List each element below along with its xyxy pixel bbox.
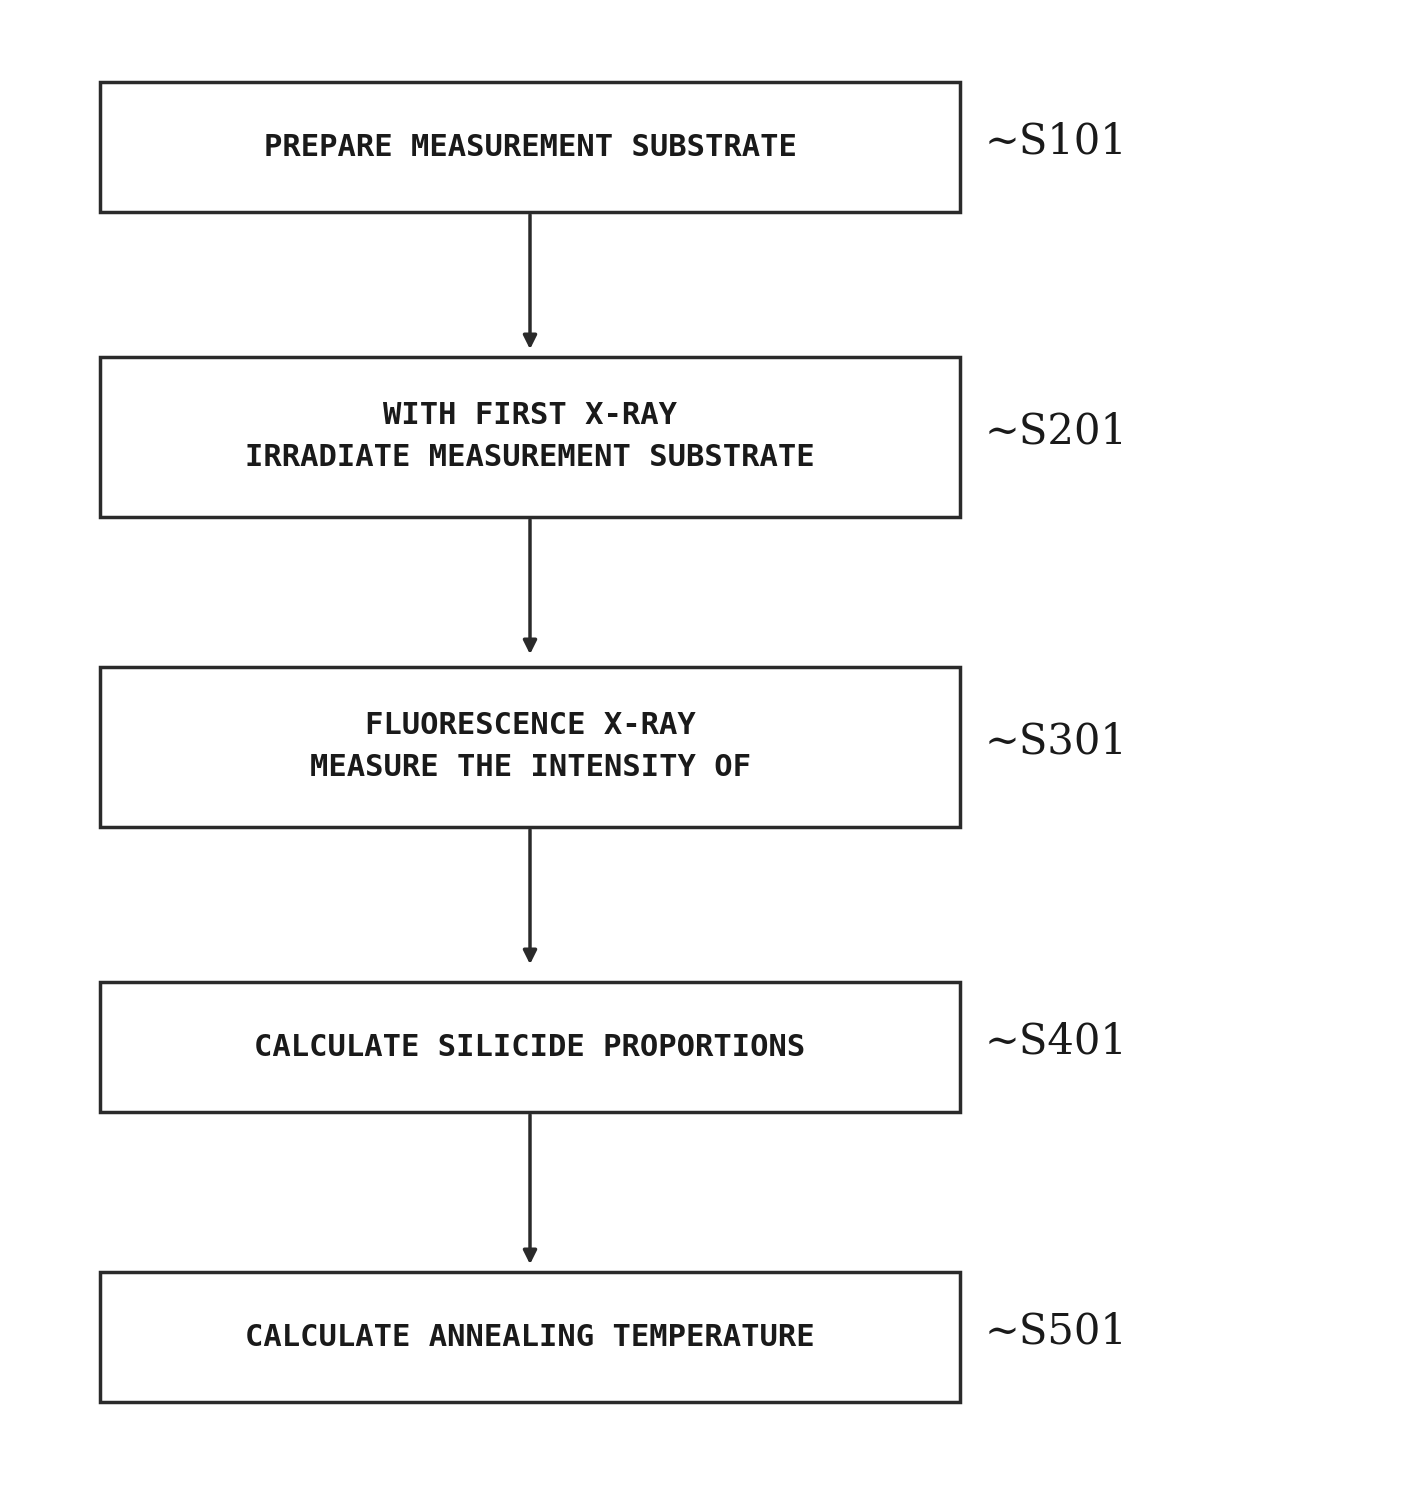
Text: ∼S201: ∼S201 <box>985 410 1128 454</box>
Text: PREPARE MEASUREMENT SUBSTRATE: PREPARE MEASUREMENT SUBSTRATE <box>264 132 797 162</box>
FancyBboxPatch shape <box>100 82 960 213</box>
Text: FLUORESCENCE X-RAY: FLUORESCENCE X-RAY <box>365 711 696 741</box>
Text: IRRADIATE MEASUREMENT SUBSTRATE: IRRADIATE MEASUREMENT SUBSTRATE <box>245 443 814 473</box>
Text: WITH FIRST X-RAY: WITH FIRST X-RAY <box>384 401 677 431</box>
Text: CALCULATE ANNEALING TEMPERATURE: CALCULATE ANNEALING TEMPERATURE <box>245 1322 814 1352</box>
Text: CALCULATE SILICIDE PROPORTIONS: CALCULATE SILICIDE PROPORTIONS <box>254 1032 806 1062</box>
Text: ∼S301: ∼S301 <box>985 721 1128 763</box>
FancyBboxPatch shape <box>100 668 960 827</box>
FancyBboxPatch shape <box>100 981 960 1112</box>
Text: ∼S401: ∼S401 <box>985 1022 1128 1063</box>
Text: ∼S101: ∼S101 <box>985 120 1128 164</box>
Text: MEASURE THE INTENSITY OF: MEASURE THE INTENSITY OF <box>309 754 750 782</box>
FancyBboxPatch shape <box>100 357 960 517</box>
FancyBboxPatch shape <box>100 1271 960 1402</box>
Text: ∼S501: ∼S501 <box>985 1312 1128 1353</box>
